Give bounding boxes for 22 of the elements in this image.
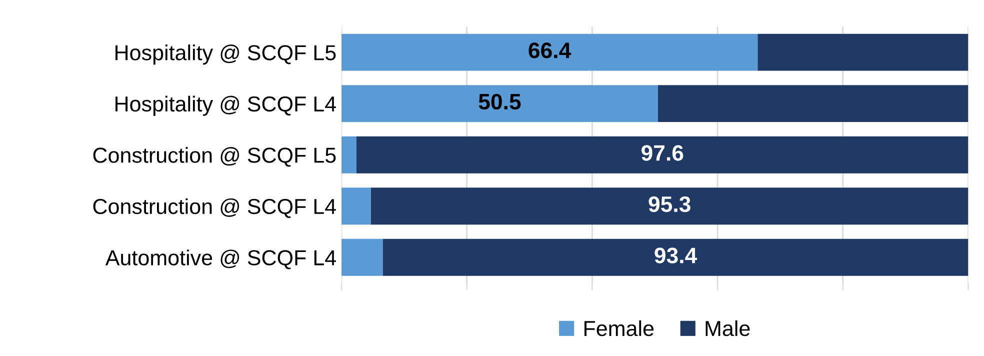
bar (341, 238, 383, 276)
bar (382, 238, 968, 276)
bar (370, 188, 968, 225)
bar (758, 34, 968, 71)
y-tick-label: Construction @ SCQF L5 (93, 147, 336, 167)
data-label: 93.4 (654, 248, 698, 264)
y-tick-label: Hospitality @ SCQF L5 (116, 44, 336, 65)
bar (356, 136, 968, 174)
y-tick-label: Hospitality @ SCQF L4 (116, 96, 336, 116)
legend-label: Male (706, 320, 750, 336)
y-tick-label: Construction @ SCQF L4 (93, 198, 336, 218)
bar (341, 85, 658, 122)
data-label: 50.5 (478, 94, 521, 110)
y-tick-label: Automotive @ SCQF L4 (105, 250, 336, 270)
data-label: 95.3 (648, 196, 690, 212)
bar (341, 188, 371, 225)
bar (341, 34, 758, 71)
bar (658, 85, 968, 122)
data-label: 97.6 (642, 145, 684, 161)
data-label: 66.4 (528, 42, 572, 58)
legend-label: Female (584, 320, 654, 336)
bar (341, 136, 356, 174)
